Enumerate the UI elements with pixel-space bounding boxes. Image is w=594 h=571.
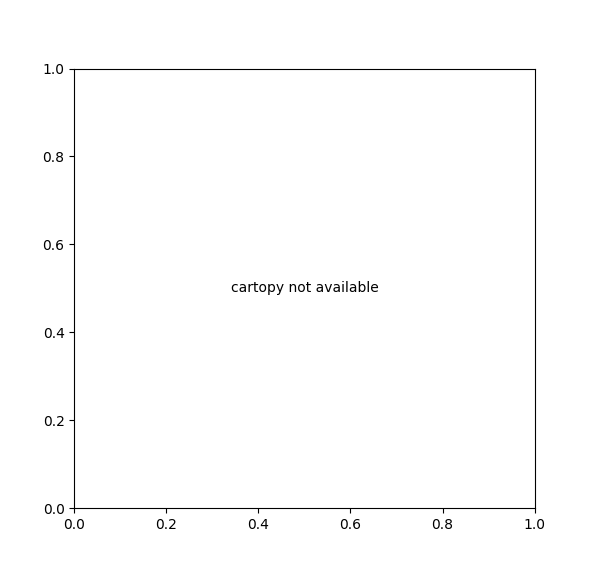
Text: cartopy not available: cartopy not available: [230, 282, 378, 295]
